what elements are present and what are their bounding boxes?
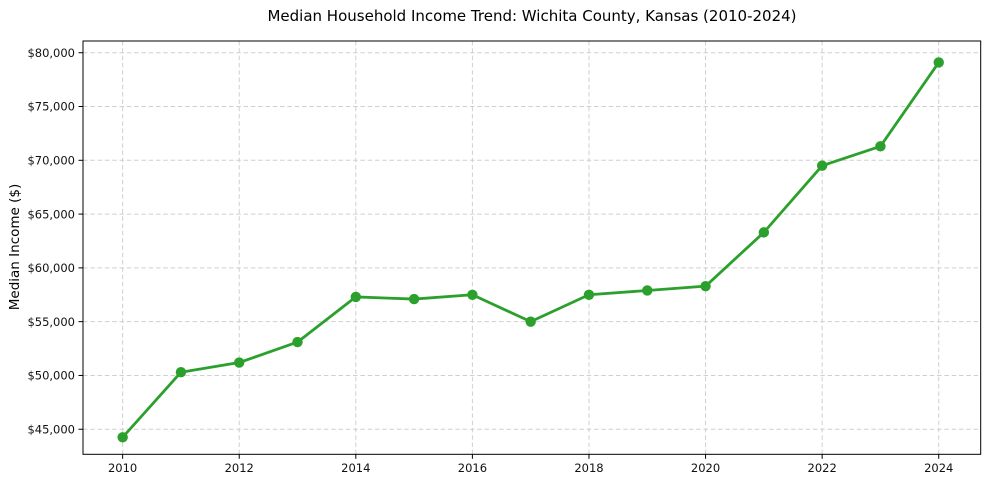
data-point	[408, 293, 420, 305]
data-point	[816, 160, 828, 171]
data-point	[350, 291, 362, 303]
data-point	[642, 285, 653, 296]
y-tick-label: $45,000	[27, 422, 75, 436]
data-point	[525, 316, 536, 327]
y-tick-label: $70,000	[27, 153, 75, 167]
data-point	[933, 57, 944, 68]
data-point	[234, 357, 245, 368]
x-tick-label: 2022	[808, 461, 837, 475]
data-point	[117, 432, 128, 443]
x-tick-label: 2012	[225, 461, 254, 475]
data-point	[467, 289, 478, 300]
x-tick-label: 2020	[691, 461, 720, 475]
y-tick-label: $75,000	[27, 100, 75, 114]
x-tick-label: 2016	[458, 461, 487, 475]
data-point	[583, 289, 595, 300]
y-tick-label: $50,000	[27, 369, 75, 383]
y-tick-label: $80,000	[27, 46, 75, 60]
x-tick-label: 2010	[108, 461, 137, 475]
data-point	[758, 227, 770, 238]
y-tick-label: $55,000	[27, 315, 75, 329]
y-tick-label: $65,000	[27, 207, 75, 221]
x-tick-label: 2018	[574, 461, 603, 475]
trend-line	[121, 61, 941, 439]
data-point	[875, 141, 886, 152]
data-point	[292, 336, 303, 348]
x-tick-label: 2014	[341, 461, 370, 475]
data-point	[700, 280, 711, 292]
chart-title: Median Household Income Trend: Wichita C…	[267, 7, 797, 25]
data-point	[175, 367, 187, 378]
y-tick-label: $60,000	[27, 261, 75, 275]
plot-border	[82, 40, 982, 455]
x-tick-label: 2024	[924, 461, 953, 475]
